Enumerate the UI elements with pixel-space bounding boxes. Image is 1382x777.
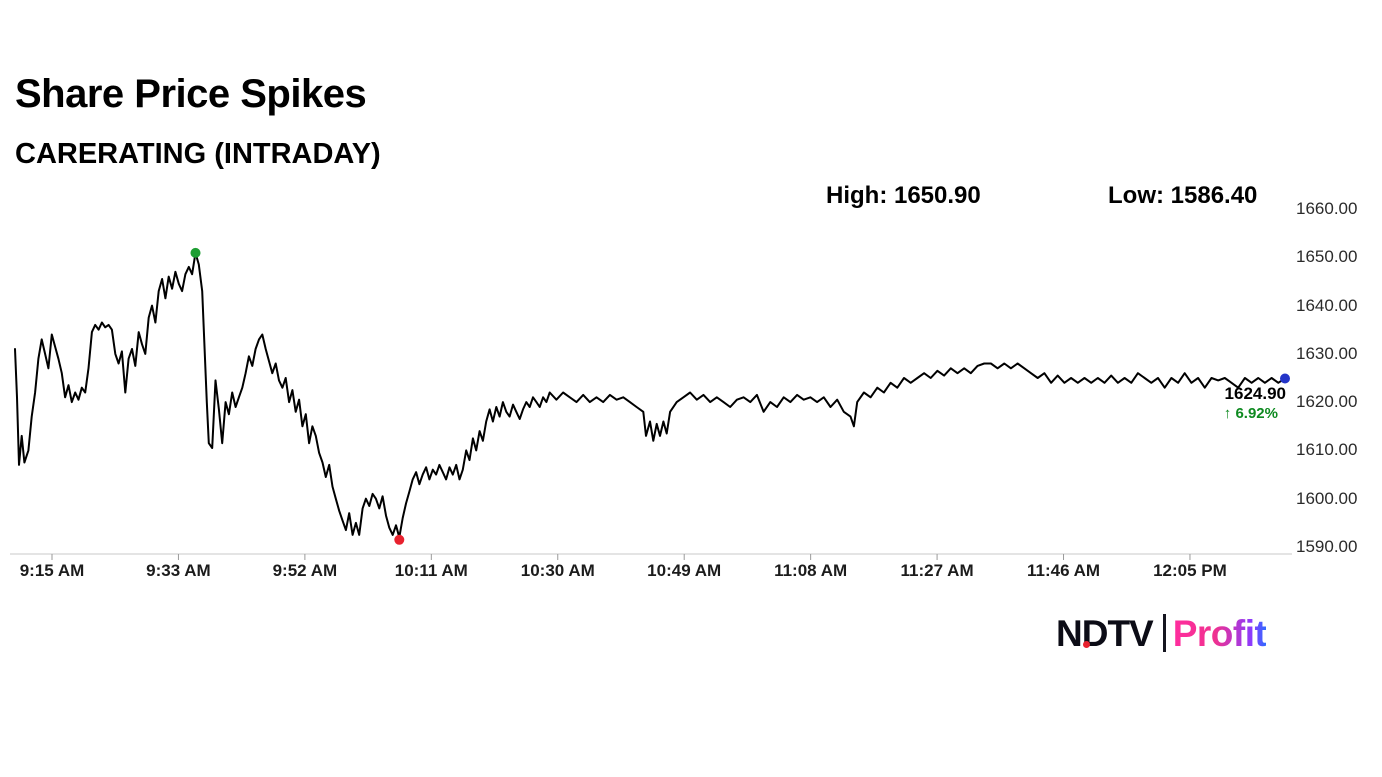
- ndtv-text: NDTV: [1056, 612, 1154, 654]
- page-title: Share Price Spikes: [15, 72, 367, 116]
- up-arrow-icon: ↑: [1223, 405, 1232, 422]
- price-line: [14, 251, 1286, 539]
- ndtv-red-dot-icon: [1083, 640, 1090, 648]
- last-marker: [1280, 373, 1290, 384]
- price-change-percent: 6.92%: [1235, 405, 1278, 422]
- last-price-label: 1624.90: [1224, 384, 1286, 403]
- ndtv-wordmark: NDTV: [1056, 612, 1154, 654]
- high-value-label: High: 1650.90: [826, 182, 981, 209]
- low-marker: [394, 534, 405, 545]
- logo-separator: [1162, 614, 1166, 652]
- high-marker: [190, 247, 201, 258]
- profit-wordmark: Profit: [1172, 612, 1267, 654]
- ndtv-profit-logo: NDTV Profit: [1056, 610, 1267, 656]
- low-value-label: Low: 1586.40: [1108, 182, 1258, 209]
- page-subtitle: CARERATING (INTRADAY): [15, 138, 381, 170]
- price-change-label: ↑ 6.92%: [1224, 405, 1278, 422]
